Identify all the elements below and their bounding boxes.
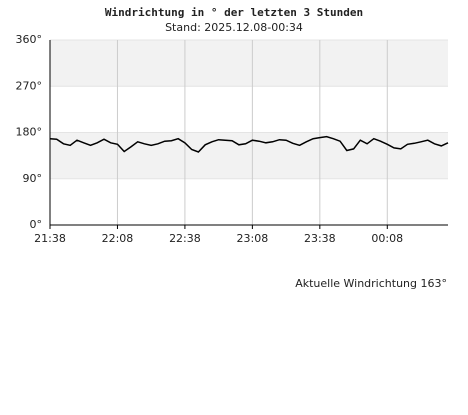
annotation: Aktuelle Windrichtung 163° [295,277,447,290]
y-tick-label: 360° [16,33,43,46]
y-tick-label: 180° [16,126,43,139]
x-tick-label: 21:38 [34,232,66,245]
y-tick-label: 270° [16,79,43,92]
band [50,132,448,179]
y-tick-label: 90° [23,172,43,185]
chart-title: Windrichtung in ° der letzten 3 Stunden [105,6,363,19]
y-tick-label: 0° [30,218,43,231]
x-tick-label: 22:38 [169,232,201,245]
line [49,135,449,153]
band [50,40,448,87]
x-tick-label: 00:08 [371,232,403,245]
x-tick-label: 23:08 [237,232,269,245]
x-tick-label: 22:08 [102,232,134,245]
x-tick-label: 23:38 [304,232,336,245]
chart-subtitle: Stand: 2025.12.08-00:34 [165,21,303,34]
